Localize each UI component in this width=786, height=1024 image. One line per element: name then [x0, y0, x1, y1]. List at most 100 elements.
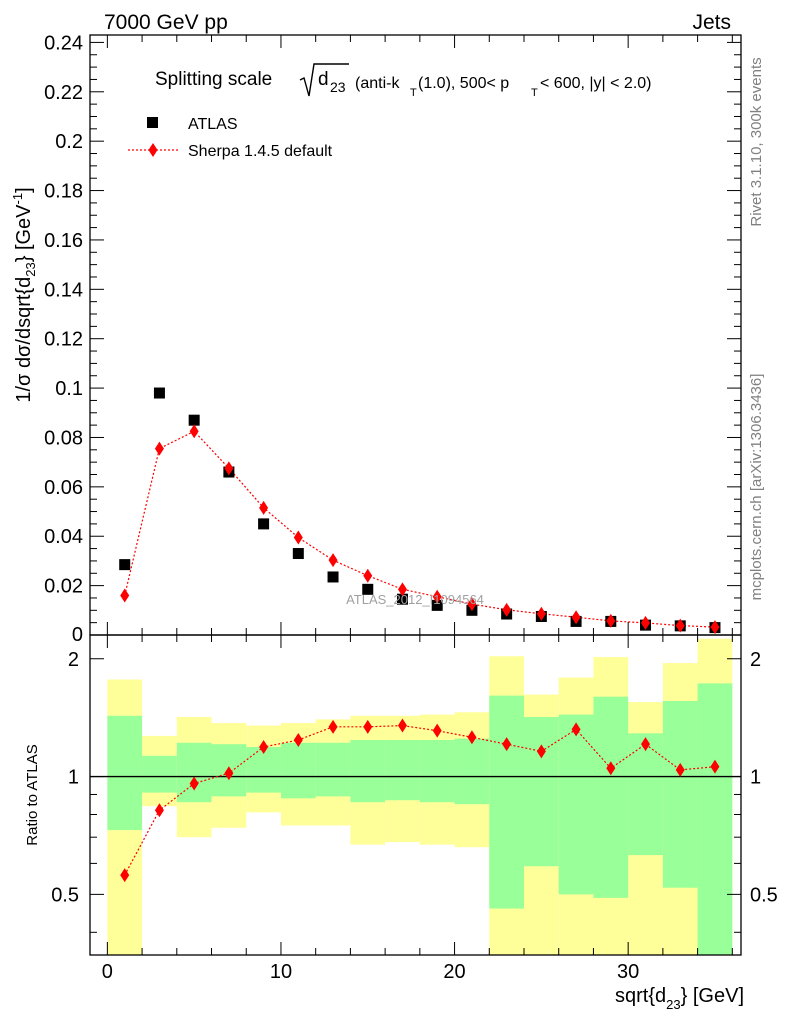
inner-uncertainty-band: [280, 742, 316, 799]
sherpa-point: [328, 553, 338, 568]
inner-uncertainty-band: [558, 714, 594, 895]
x-tick-label: 10: [270, 961, 292, 983]
atlas-data-point: [292, 548, 304, 560]
y-tick-label: 0.18: [44, 181, 83, 203]
legend-label-sherpa: Sherpa 1.4.5 default: [188, 143, 333, 160]
y-tick-label: 0.24: [44, 32, 83, 54]
sherpa-point: [397, 582, 407, 597]
legend-label-atlas: ATLAS: [188, 116, 238, 133]
inner-uncertainty-band: [662, 700, 698, 888]
ratio-y-tick-label-right: 2: [750, 649, 761, 671]
ratio-sherpa-line: [124, 724, 716, 876]
sherpa-point: [432, 589, 442, 604]
main-panel: 0.02 0.04 0.06 0.08 0.1 0.12 0.14 0.16 0.18 0.2 0.…: [44, 32, 742, 646]
inner-uncertainty-band: [524, 716, 559, 867]
sherpa-point: [224, 461, 234, 476]
sherpa-point: [606, 613, 616, 628]
main-y-axis-label: 1/σ dσ/dsqrt{d23} [GeV-1]: [10, 187, 38, 402]
analysis-watermark: ATLAS_2012_I1094564: [346, 592, 484, 607]
y-tick-label: 0.02: [44, 576, 83, 598]
header-right-label: Jets: [692, 11, 731, 34]
title-rest-1: (anti-k: [355, 75, 400, 92]
inner-uncertainty-band: [454, 738, 490, 805]
inner-uncertainty-band: [419, 740, 455, 803]
y-tick-label: 0.2: [55, 131, 83, 153]
y-tick-label: 0.1: [55, 378, 83, 400]
inner-uncertainty-band: [593, 696, 629, 898]
atlas-data-point: [119, 559, 131, 571]
inner-uncertainty-band: [489, 695, 524, 909]
plot-title: Splitting scale d 23 (anti-k T (1.0), 50…: [155, 63, 652, 99]
y-tick-label: 0.16: [44, 230, 83, 252]
ratio-sherpa-point: [189, 776, 199, 791]
ratio-y-tick-label: 0.5: [51, 884, 79, 906]
title-sqrt-sub: 23: [330, 79, 346, 95]
inner-uncertainty-band: [315, 742, 351, 797]
inner-uncertainty-band: [142, 755, 177, 793]
title-prefix: Splitting scale: [155, 69, 272, 90]
ratio-frame: [89, 634, 742, 956]
ratio-panel: 0 10 20 30 0.5 0.5 1 1 2 2: [51, 634, 778, 983]
sherpa-point: [467, 597, 477, 612]
y-tick-label: 0.08: [44, 427, 83, 449]
inner-uncertainty-band: [385, 740, 420, 801]
x-axis-label: sqrt{d23} [GeV]: [615, 985, 744, 1012]
ratio-sherpa-point: [571, 722, 581, 737]
ratio-sherpa-point: [154, 803, 164, 818]
inner-uncertainty-band: [176, 742, 212, 803]
sherpa-point: [259, 500, 269, 515]
header-left-label: 7000 GeV pp: [104, 11, 228, 34]
ratio-sherpa-point: [293, 733, 303, 748]
title-rest-sub2: T: [531, 87, 538, 99]
sherpa-point: [502, 602, 512, 617]
atlas-data-point: [327, 571, 339, 583]
sherpa-point: [710, 620, 720, 635]
inner-uncertainty-band: [350, 740, 386, 803]
ratio-sherpa-point: [536, 744, 546, 759]
title-sqrt-sign: [299, 63, 349, 97]
ratio-sherpa-point: [259, 740, 269, 754]
ratio-sherpa-point: [467, 730, 477, 745]
title-rest-2: (1.0), 500< p: [418, 75, 509, 92]
ratio-y-axis-label: Ratio to ATLAS: [24, 744, 41, 845]
atlas-data-point: [153, 387, 165, 399]
title-rest-3: < 600, |y| < 2.0): [540, 75, 652, 92]
ratio-sherpa-point: [606, 761, 616, 776]
legend-marker-sherpa: [148, 143, 158, 157]
sherpa-point: [154, 441, 164, 456]
sherpa-point: [571, 610, 581, 625]
rivet-version-label: Rivet 3.1.10, 300k events: [748, 57, 765, 226]
legend: ATLAS Sherpa 1.4.5 default: [128, 116, 333, 160]
atlas-data-point: [396, 593, 408, 605]
svg-text:1/σ dσ/dsqrt{d23} [GeV-1]: 1/σ dσ/dsqrt{d23} [GeV-1]: [10, 187, 38, 402]
inner-uncertainty-band: [628, 733, 663, 856]
sherpa-point: [536, 606, 546, 621]
ratio-sherpa-point: [641, 737, 651, 752]
ratio-y-tick-label: 1: [68, 767, 79, 789]
ratio-sherpa-point: [675, 762, 685, 777]
ratio-sherpa-point: [120, 868, 130, 883]
x-tick-label: 20: [443, 961, 465, 983]
sherpa-point: [293, 530, 303, 545]
ratio-sherpa-point: [224, 766, 234, 781]
x-tick-label: 30: [617, 961, 639, 983]
svg-text:sqrt{d23} [GeV]: sqrt{d23} [GeV]: [615, 985, 744, 1012]
sherpa-point: [120, 588, 130, 603]
ratio-sherpa-point: [710, 759, 720, 774]
atlas-data-point: [258, 518, 270, 530]
ratio-sherpa-point: [363, 719, 373, 734]
inner-uncertainty-band: [246, 747, 281, 793]
sherpa-point: [641, 615, 651, 630]
inner-uncertainty-band: [107, 715, 143, 831]
ratio-sherpa-point: [397, 718, 407, 733]
y-tick-label: 0.14: [44, 279, 83, 301]
ratio-sherpa-point: [328, 719, 338, 734]
ratio-sherpa-point: [432, 723, 442, 738]
sherpa-point: [189, 424, 199, 439]
sherpa-point: [363, 568, 373, 583]
y-tick-label: 0.22: [44, 82, 83, 104]
title-rest-sub: T: [410, 87, 417, 99]
x-tick-label: 0: [102, 961, 113, 983]
y-tick-label: 0.12: [44, 329, 83, 351]
